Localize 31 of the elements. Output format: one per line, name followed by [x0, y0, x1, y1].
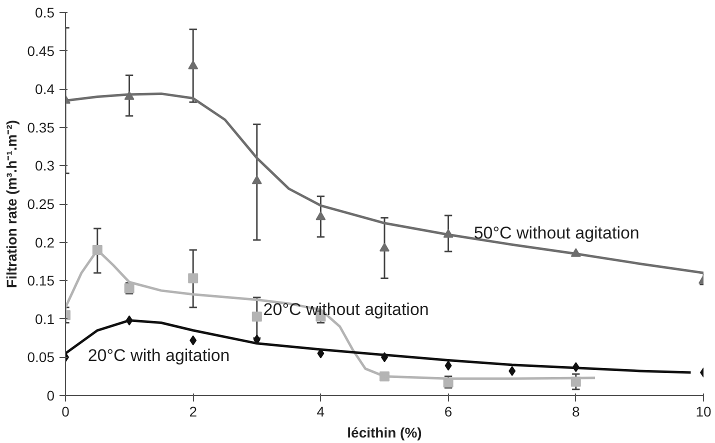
- x-tick-label: 4: [316, 404, 325, 420]
- x-tick-label: 6: [444, 404, 452, 420]
- y-tick-label: 0.05: [27, 349, 55, 366]
- x-tick-label: 8: [572, 404, 580, 420]
- point: [444, 360, 452, 371]
- point: [190, 335, 197, 346]
- point: [508, 366, 516, 376]
- annotation: 20°C without agitation: [263, 300, 429, 319]
- y-tick-label: 0.3: [35, 158, 55, 174]
- x-tick-label: 0: [62, 404, 70, 420]
- y-tick-label: 0: [46, 388, 55, 404]
- y-tick-label: 0.1: [35, 310, 55, 327]
- point: [252, 312, 262, 322]
- point: [380, 242, 390, 252]
- y-tick-label: 0.15: [27, 272, 55, 289]
- y-tick-label: 0.2: [35, 234, 55, 250]
- annotation: 20°C with agitation: [88, 346, 230, 365]
- y-tick-label: 0.35: [27, 119, 55, 136]
- y-tick-label: 0.5: [35, 4, 55, 20]
- point: [316, 211, 326, 220]
- annotation: 50°C without agitation: [474, 223, 640, 242]
- x-tick-label: 2: [189, 404, 198, 420]
- x-axis-title: lécithin (%): [347, 424, 422, 440]
- point: [188, 60, 198, 70]
- y-tick-label: 0.25: [27, 196, 55, 212]
- y-tick-label: 0.4: [35, 81, 55, 98]
- y-axis-title: Filtration rate (m³.h⁻¹.m⁻²): [3, 120, 20, 288]
- point: [188, 273, 198, 284]
- y-tick-label: 0.45: [27, 42, 55, 59]
- point: [252, 175, 262, 184]
- x-tick-label: 10: [696, 404, 712, 420]
